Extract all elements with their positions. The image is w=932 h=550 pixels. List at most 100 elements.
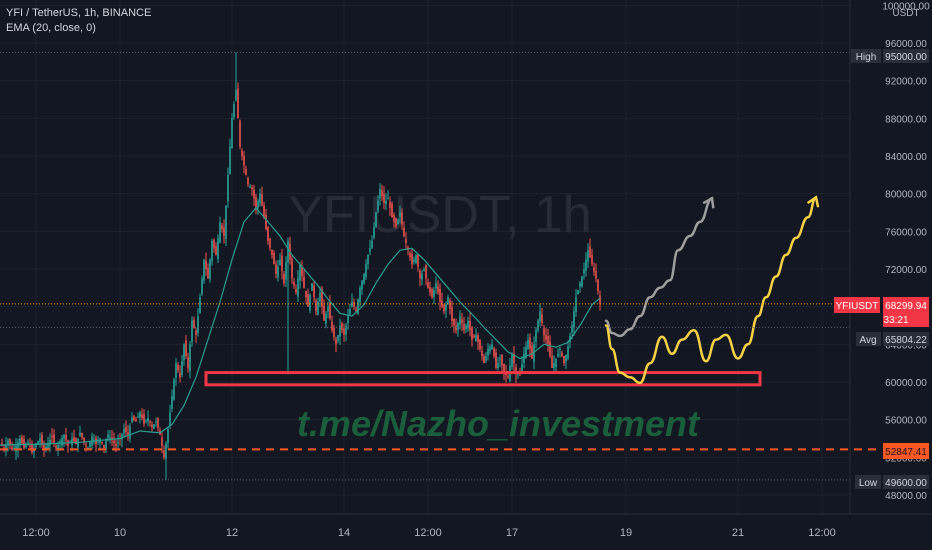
candle xyxy=(323,299,325,321)
candle xyxy=(389,196,391,217)
symbol-legend[interactable]: YFI / TetherUS, 1h, BINANCE xyxy=(6,7,152,19)
candle xyxy=(471,326,473,347)
candle xyxy=(193,316,195,329)
candle xyxy=(73,429,75,444)
candle xyxy=(595,263,597,283)
avg-tag: Avg 65804.22 xyxy=(856,332,929,346)
avg-tag-value: 65804.22 xyxy=(885,335,927,346)
candle xyxy=(123,423,125,437)
candle xyxy=(577,289,579,295)
candle xyxy=(155,417,157,428)
candle xyxy=(267,226,269,245)
candle xyxy=(5,436,7,457)
candle xyxy=(489,344,491,355)
candle xyxy=(145,419,147,424)
candle xyxy=(209,258,211,283)
candle xyxy=(543,325,545,343)
candle xyxy=(485,351,487,363)
price-tick-label: 92000.00 xyxy=(885,77,927,88)
candle xyxy=(117,434,119,449)
time-tick-label: 19 xyxy=(620,527,632,539)
candle xyxy=(409,250,411,261)
support-zone-rectangle[interactable] xyxy=(204,371,762,387)
candle xyxy=(371,235,373,250)
candle xyxy=(549,335,551,359)
candle xyxy=(199,293,201,314)
candle xyxy=(583,262,585,280)
candle xyxy=(307,288,309,307)
candle xyxy=(405,232,407,249)
candle xyxy=(247,176,249,188)
candle xyxy=(459,310,461,330)
candle xyxy=(21,434,23,445)
candle xyxy=(379,182,381,206)
candle xyxy=(369,239,371,256)
price-tick-label: 56000.00 xyxy=(885,416,927,427)
candle xyxy=(71,432,73,452)
candle xyxy=(139,410,141,424)
candle xyxy=(589,238,591,259)
candle xyxy=(417,253,419,272)
candle xyxy=(513,345,515,372)
candle xyxy=(243,151,245,174)
candle xyxy=(151,421,153,432)
candle xyxy=(497,357,499,371)
candle xyxy=(153,424,155,430)
candle xyxy=(277,259,279,282)
candle xyxy=(275,260,277,279)
candle xyxy=(347,309,349,330)
low-tag: Low 49600.00 xyxy=(855,475,929,489)
watermark-symbol: YFIUSDT, 1h xyxy=(288,186,591,244)
price-tick-label: 76000.00 xyxy=(885,227,927,238)
projection-gray-arrowhead xyxy=(702,196,715,209)
candle xyxy=(167,427,169,449)
candle xyxy=(263,201,265,220)
candle xyxy=(239,119,241,150)
candle xyxy=(271,249,273,259)
candle xyxy=(17,438,19,458)
projection-gray-path[interactable] xyxy=(604,197,714,338)
high-tag: High 95000.00 xyxy=(851,49,929,63)
candle xyxy=(23,435,25,450)
candle xyxy=(121,433,123,448)
candle xyxy=(415,253,417,265)
candle xyxy=(225,205,227,246)
candle xyxy=(351,293,353,308)
candle xyxy=(19,434,21,450)
price-tick-label: 96000.00 xyxy=(885,39,927,50)
candle xyxy=(581,275,583,288)
candle xyxy=(175,358,177,386)
candle xyxy=(501,353,503,372)
candle xyxy=(419,268,421,287)
time-axis[interactable]: 12:00 10 12 14 12:00 17 19 21 12:00 xyxy=(22,527,836,539)
candle xyxy=(79,425,81,437)
candle xyxy=(253,184,255,206)
candle xyxy=(375,211,377,228)
candle xyxy=(147,410,149,427)
candle xyxy=(125,420,127,437)
candle xyxy=(273,250,275,265)
candle xyxy=(173,377,175,401)
candle xyxy=(157,417,159,432)
low-tag-value: 49600.00 xyxy=(885,478,927,489)
candle xyxy=(295,284,297,295)
candle xyxy=(565,354,567,370)
candle xyxy=(591,248,593,267)
projection-yellow-arrowhead xyxy=(807,195,820,208)
candle xyxy=(361,279,363,296)
candle xyxy=(441,292,443,309)
candle xyxy=(555,358,557,372)
time-tick-label: 12:00 xyxy=(22,527,50,539)
candle xyxy=(463,316,465,334)
candle xyxy=(343,323,345,342)
candle xyxy=(213,238,215,253)
candle xyxy=(421,270,423,286)
candle xyxy=(255,193,257,215)
projection-yellow-path[interactable] xyxy=(604,196,818,385)
candle xyxy=(233,101,235,120)
candle xyxy=(453,318,455,333)
price-tick-label: 48000.00 xyxy=(885,491,927,502)
candle xyxy=(285,256,287,288)
indicator-legend[interactable]: EMA (20, close, 0) xyxy=(6,22,96,34)
